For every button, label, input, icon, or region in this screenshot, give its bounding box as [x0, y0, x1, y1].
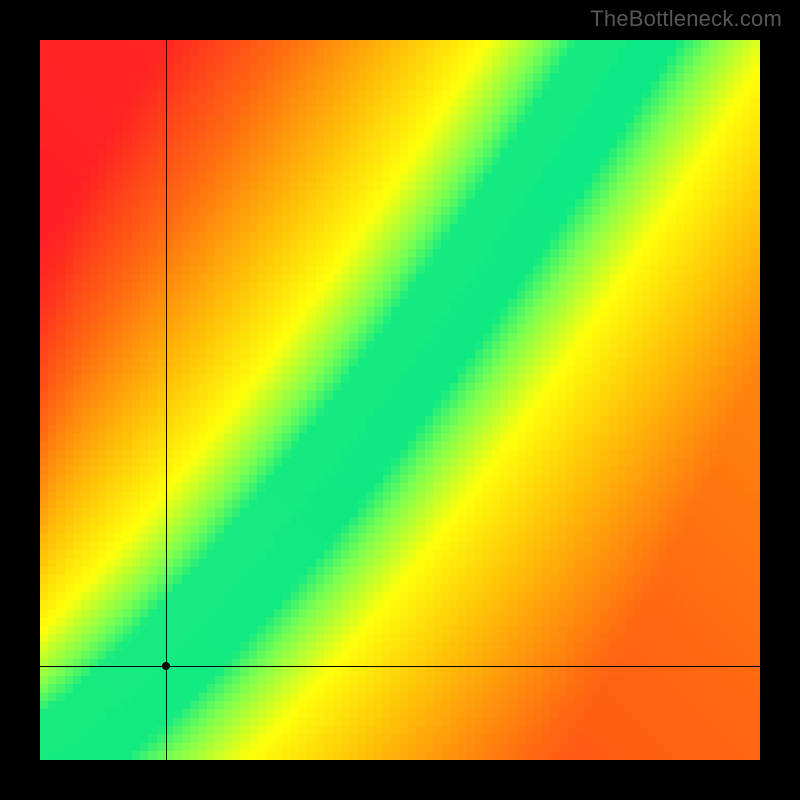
chart-container: TheBottleneck.com [0, 0, 800, 800]
crosshair-vertical [166, 40, 167, 760]
heatmap-canvas [40, 40, 760, 760]
watermark-text: TheBottleneck.com [590, 6, 782, 32]
plot-area [40, 40, 760, 760]
crosshair-horizontal [40, 666, 760, 667]
